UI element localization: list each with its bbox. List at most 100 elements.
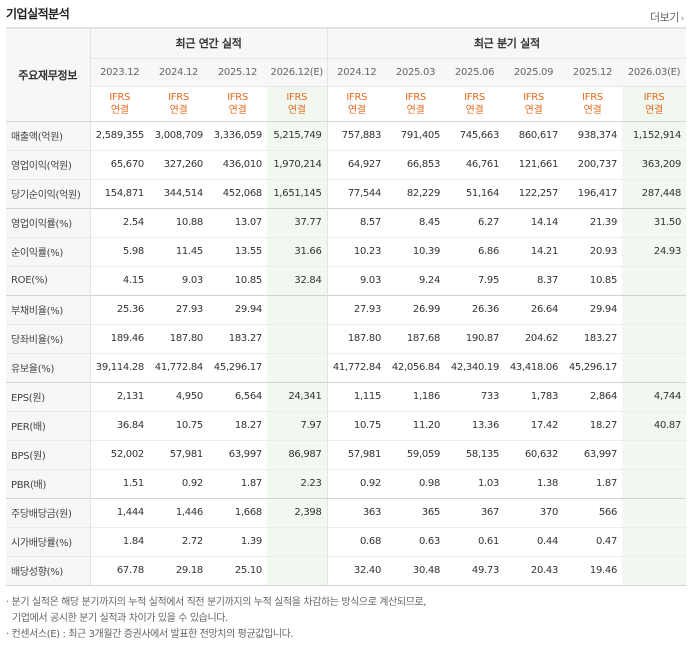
period-header: 2025.09 — [504, 57, 564, 86]
table-cell: 344,514 — [149, 178, 208, 208]
table-cell: 3,008,709 — [149, 120, 208, 150]
table-cell: 77,544 — [326, 178, 387, 208]
table-cell: 187.80 — [326, 323, 387, 353]
table-cell: 938,374 — [563, 120, 623, 150]
table-cell: 10.75 — [326, 410, 387, 440]
label-header: 주요재무정보 — [6, 27, 91, 122]
table-cell: 52,002 — [90, 439, 149, 469]
table-cell: 11.45 — [149, 236, 208, 266]
period-header: 2023.12 — [90, 57, 149, 86]
table-cell: 370 — [504, 497, 564, 527]
table-cell: 2.23 — [267, 468, 328, 498]
table-cell — [267, 526, 328, 556]
table-cell: 10.88 — [149, 207, 208, 237]
ifrs-label: IFRS — [405, 91, 426, 103]
table-cell: 452,068 — [208, 178, 267, 208]
row-label: 주당배당금(원) — [6, 497, 91, 527]
table-cell: 42,056.84 — [386, 352, 446, 382]
period-header: 2025.03 — [386, 57, 446, 86]
table-cell: 0.98 — [386, 468, 446, 498]
table-row: 당기순이익(억원) 154,871 344,514 452,068 1,651,145 7… — [6, 178, 687, 208]
table-cell — [622, 439, 687, 469]
table-cell: 4,744 — [622, 381, 687, 411]
ifrs-label: IFRS — [643, 91, 665, 103]
ifrs-basis-label: IFRS 연결 — [149, 85, 208, 122]
table-cell: 1,651,145 — [267, 178, 328, 208]
table-cell: 189.46 — [90, 323, 149, 353]
table-cell: 10.23 — [326, 236, 387, 266]
table-cell: 0.92 — [149, 468, 208, 498]
table-cell: 5.98 — [90, 236, 149, 266]
table-cell: 8.45 — [386, 207, 446, 237]
table-cell: 200,737 — [563, 149, 623, 179]
table-cell: 31.50 — [622, 207, 687, 237]
table-cell: 32.84 — [267, 265, 328, 295]
table-cell: 4,950 — [149, 381, 208, 411]
table-cell — [622, 352, 687, 382]
table-cell — [622, 323, 687, 353]
table-cell: 2.72 — [149, 526, 208, 556]
row-label: ROE(%) — [6, 265, 91, 295]
table-cell: 24.93 — [622, 236, 687, 266]
table-cell: 11.20 — [386, 410, 446, 440]
table-row: 매출액(억원) 2,589,355 3,008,709 3,336,059 5,215,… — [6, 120, 687, 150]
table-cell: 365 — [386, 497, 446, 527]
row-label: 시가배당률(%) — [6, 526, 91, 556]
footnote-consensus: · 컨센서스(E) : 최근 3개월간 증권사에서 발표한 전망치의 평균값입니… — [6, 629, 294, 640]
table-cell: 41,772.84 — [149, 352, 208, 382]
table-cell: 49.73 — [445, 555, 505, 586]
financial-table: 주요재무정보 최근 연간 실적 최근 분기 실적 2023.12 2024.12 2… — [6, 27, 687, 586]
period-header: 2026.12(E) — [267, 57, 328, 86]
table-cell: 8.57 — [326, 207, 387, 237]
table-cell: 67.78 — [90, 555, 149, 586]
table-cell: 43,418.06 — [504, 352, 564, 382]
row-label: EPS(원) — [6, 381, 91, 411]
table-cell — [622, 294, 687, 324]
table-cell: 6,564 — [208, 381, 267, 411]
ifrs-label: IFRS — [286, 91, 308, 103]
table-cell: 2,589,355 — [90, 120, 149, 150]
footnote-quarterly: · 분기 실적은 해당 분기까지의 누적 실적에서 직전 분기까지의 누적 실적… — [6, 597, 427, 608]
table-cell: 32.40 — [326, 555, 387, 586]
table-row: 당좌비율(%) 189.46 187.80 183.27 187.80 187.68 190… — [6, 323, 687, 353]
ifrs-basis-label: IFRS 연결 — [267, 85, 328, 122]
table-cell: 18.27 — [208, 410, 267, 440]
ifrs-label: IFRS — [464, 91, 485, 103]
table-cell: 86,987 — [267, 439, 328, 469]
more-link[interactable]: 더보기 › — [650, 9, 685, 25]
table-cell: 66,853 — [386, 149, 446, 179]
consolidated-label: 연결 — [406, 104, 425, 116]
table-cell: 1,970,214 — [267, 149, 328, 179]
table-cell: 29.94 — [208, 294, 267, 324]
chevron-right-icon: › — [680, 14, 685, 24]
table-cell: 42,340.19 — [445, 352, 505, 382]
table-cell: 82,229 — [386, 178, 446, 208]
table-cell: 1.87 — [563, 468, 623, 498]
table-cell — [622, 468, 687, 498]
table-cell: 1.03 — [445, 468, 505, 498]
consolidated-label: 연결 — [228, 104, 247, 116]
table-cell: 63,997 — [563, 439, 623, 469]
table-cell: 0.47 — [563, 526, 623, 556]
period-header: 2025.06 — [445, 57, 505, 86]
section-title: 기업실적분석 — [6, 7, 70, 21]
table-row: 순이익률(%) 5.98 11.45 13.55 31.66 10.23 10.39 6.86… — [6, 236, 687, 266]
table-cell: 121,661 — [504, 149, 564, 179]
table-cell: 64,927 — [326, 149, 387, 179]
table-cell: 9.03 — [149, 265, 208, 295]
table-cell: 187.68 — [386, 323, 446, 353]
table-cell: 363,209 — [622, 149, 687, 179]
table-cell: 1.39 — [208, 526, 267, 556]
table-cell: 27.93 — [326, 294, 387, 324]
ifrs-basis-label: IFRS 연결 — [208, 85, 267, 122]
row-label: 영업이익(억원) — [6, 149, 91, 179]
table-cell: 24,341 — [267, 381, 328, 411]
consolidated-label: 연결 — [524, 104, 543, 116]
row-label: PER(배) — [6, 410, 91, 440]
ifrs-basis-label: IFRS 연결 — [386, 85, 446, 122]
table-cell: 2,398 — [267, 497, 328, 527]
table-cell: 733 — [445, 381, 505, 411]
row-label: 당좌비율(%) — [6, 323, 91, 353]
table-cell: 25.10 — [208, 555, 267, 586]
period-header: 2024.12 — [149, 57, 208, 86]
